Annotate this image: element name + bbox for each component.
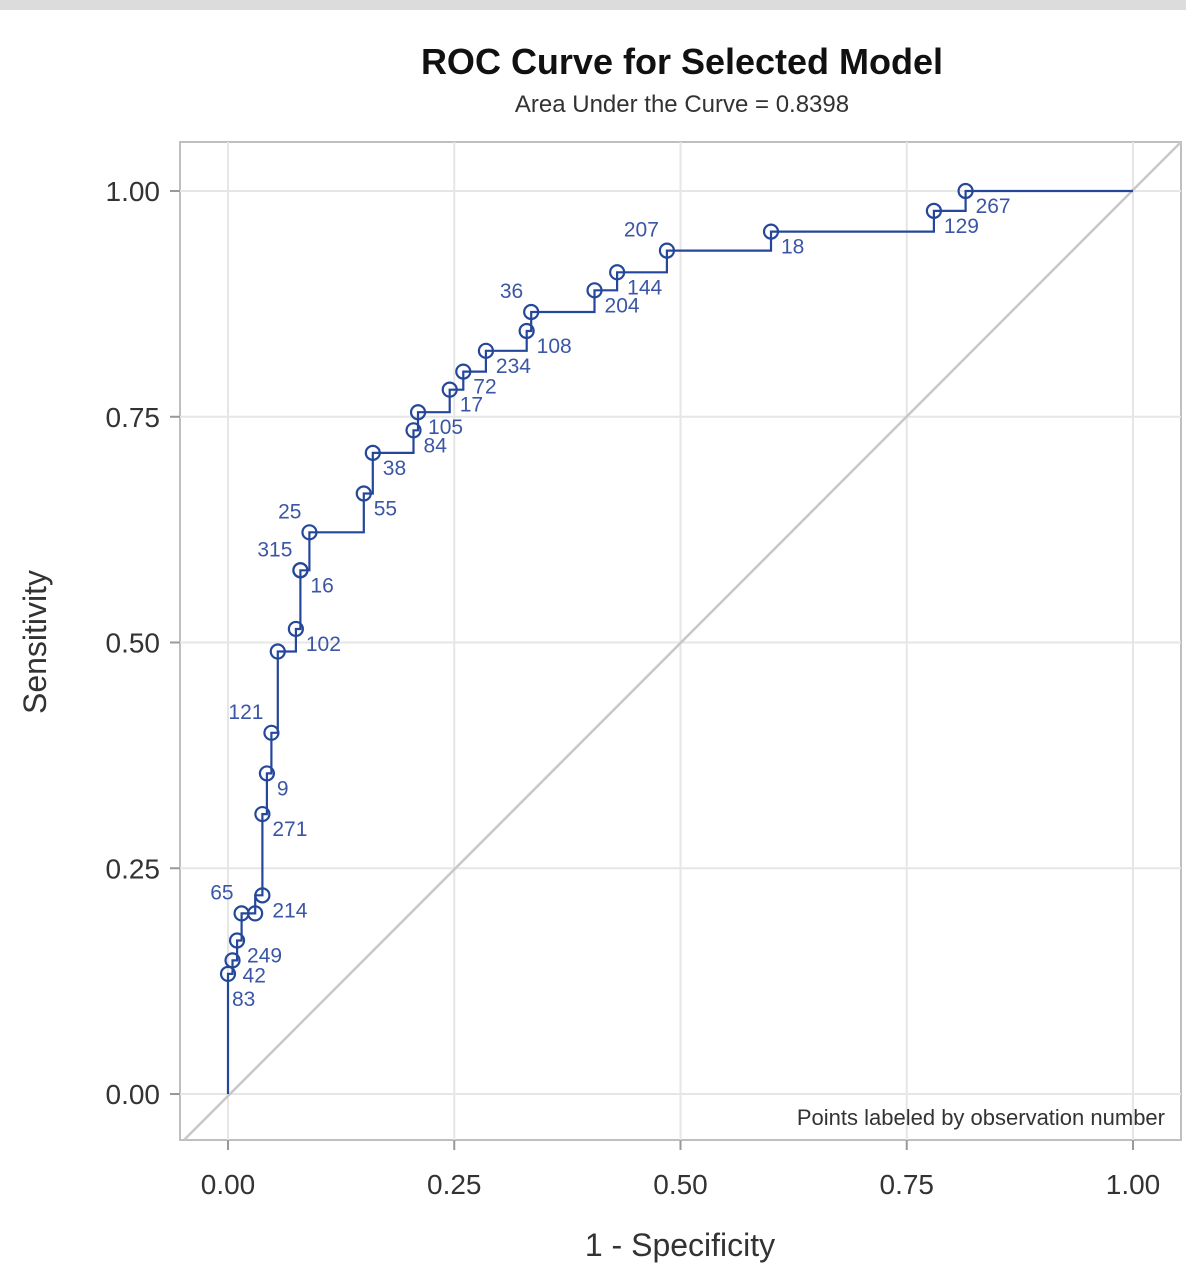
y-tick-label: 0.25 (106, 853, 161, 884)
roc-point (254, 887, 271, 904)
x-tick-label: 0.00 (201, 1169, 256, 1200)
point-label: 102 (306, 633, 341, 656)
x-tick-label: 1.00 (1106, 1169, 1161, 1200)
roc-point (658, 242, 676, 259)
roc-point (477, 342, 495, 359)
roc-point (609, 264, 626, 281)
point-label: 144 (627, 276, 662, 299)
roc-point (957, 182, 974, 200)
roc-point (523, 303, 540, 321)
roc-point (247, 905, 264, 922)
point-label: 315 (257, 538, 292, 561)
point-label: 9 (277, 777, 289, 800)
point-label: 249 (247, 944, 282, 967)
y-tick-label: 0.75 (106, 402, 161, 433)
roc-point (301, 524, 318, 541)
point-label: 267 (976, 195, 1011, 218)
point-label: 38 (383, 457, 406, 480)
y-axis-label: Sensitivity (17, 570, 53, 714)
reference-line (183, 141, 1182, 1141)
point-label: 65 (210, 881, 233, 904)
point-label: 18 (781, 236, 804, 259)
roc-point (224, 952, 241, 969)
point-label: 129 (944, 215, 979, 238)
reference-line-group (183, 141, 1182, 1141)
point-label: 42 (243, 964, 266, 987)
chart-title: ROC Curve for Selected Model (421, 41, 943, 82)
point-label: 16 (310, 574, 333, 597)
point-label: 234 (496, 355, 531, 378)
point-label: 214 (272, 899, 307, 922)
point-label: 36 (500, 280, 523, 303)
point-label: 55 (374, 498, 397, 521)
roc-point (586, 282, 603, 299)
roc-point (405, 422, 422, 439)
point-label: 105 (428, 416, 463, 439)
y-tick-label: 1.00 (106, 176, 161, 207)
roc-point (762, 223, 780, 240)
roc-point (409, 404, 427, 421)
point-label: 271 (272, 818, 307, 841)
roc-point (455, 363, 472, 380)
y-tick-label: 0.00 (106, 1079, 161, 1110)
roc-point (925, 202, 943, 219)
top-border (0, 0, 1186, 10)
y-tick-label: 0.50 (106, 628, 161, 659)
roc-point (228, 932, 246, 949)
roc-point (518, 322, 535, 340)
points-note: Points labeled by observation number (797, 1105, 1165, 1130)
axis-ticks: 0.00 0.25 0.50 0.75 1.00 0.00 0.25 0.50 0.75 1.00 (106, 176, 1161, 1200)
point-label: 25 (278, 500, 301, 523)
roc-point (441, 381, 458, 398)
roc-point (263, 724, 280, 741)
x-tick-label: 0.50 (653, 1169, 708, 1200)
point-label: 207 (624, 219, 659, 242)
roc-point (287, 620, 304, 638)
point-label: 84 (424, 434, 448, 457)
point-label: 121 (228, 701, 263, 724)
roc-point (355, 485, 372, 502)
x-tick-label: 0.75 (880, 1169, 935, 1200)
point-label: 204 (605, 294, 640, 317)
point-label: 108 (537, 335, 572, 358)
point-label: 17 (460, 394, 483, 417)
roc-point (254, 805, 271, 823)
point-label: 83 (232, 988, 255, 1011)
roc-point (269, 643, 286, 660)
chart-subtitle: Area Under the Curve = 0.8398 (515, 91, 849, 118)
roc-point (292, 562, 309, 579)
point-label: 72 (473, 376, 496, 399)
x-tick-label: 0.25 (427, 1169, 482, 1200)
roc-point (258, 765, 276, 782)
roc-point (364, 444, 381, 461)
x-axis-label: 1 - Specificity (585, 1227, 775, 1263)
